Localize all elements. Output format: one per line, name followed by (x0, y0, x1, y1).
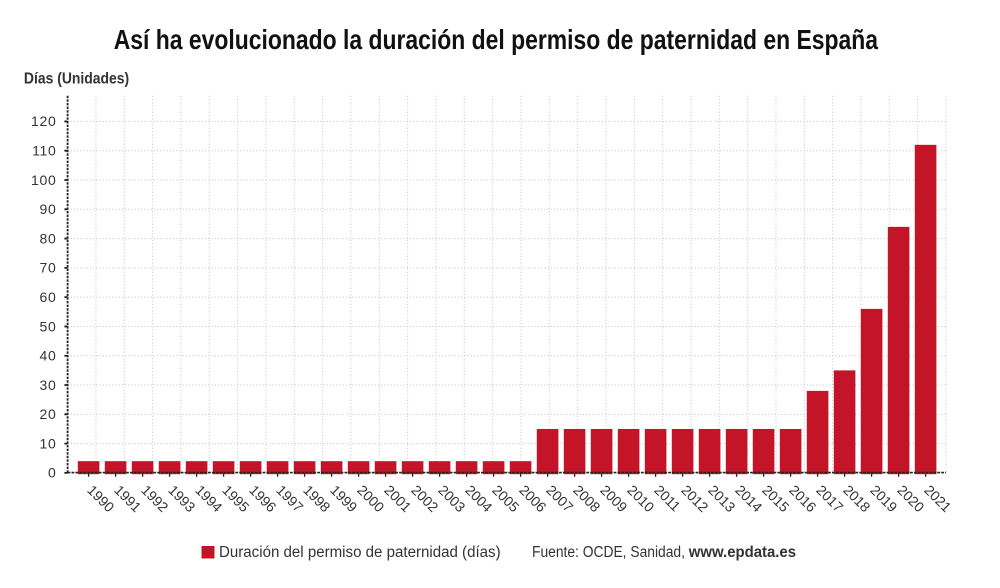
svg-text:0: 0 (48, 465, 57, 481)
svg-text:80: 80 (40, 230, 57, 246)
svg-text:90: 90 (40, 201, 57, 217)
svg-text:50: 50 (40, 318, 57, 334)
svg-text:30: 30 (40, 377, 57, 393)
svg-text:Duración del permiso de patern: Duración del permiso de paternidad (días… (219, 544, 501, 561)
svg-text:10: 10 (40, 435, 57, 451)
svg-text:www.epdata.es: www.epdata.es (688, 544, 796, 561)
svg-text:40: 40 (40, 348, 57, 364)
svg-text:Fuente: OCDE, Sanidad,: Fuente: OCDE, Sanidad, (532, 544, 689, 561)
svg-text:100: 100 (31, 172, 56, 188)
svg-text:20: 20 (40, 406, 57, 422)
svg-text:70: 70 (40, 260, 57, 276)
svg-text:120: 120 (31, 113, 56, 129)
svg-text:60: 60 (40, 289, 57, 305)
svg-text:Así ha evolucionado la duració: Así ha evolucionado la duración del perm… (114, 24, 879, 55)
svg-text:Días (Unidades): Días (Unidades) (24, 71, 129, 88)
svg-text:110: 110 (32, 143, 56, 159)
